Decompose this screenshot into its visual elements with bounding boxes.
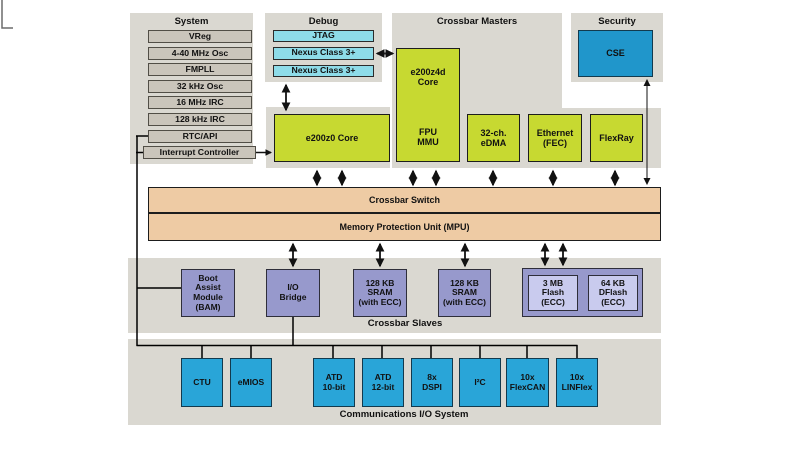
block-fmpll: FMPLL <box>148 63 252 76</box>
security-panel-label: Security <box>598 16 636 27</box>
block-ethernet-fec: Ethernet (FEC) <box>528 114 582 162</box>
block-osc-32khz: 32 kHz Osc <box>148 80 252 93</box>
block-cse: CSE <box>578 30 653 77</box>
crossbar-masters-label: Crossbar Masters <box>436 16 518 27</box>
block-interrupt-controller: Interrupt Controller <box>143 146 256 159</box>
crossbar-switch-bar: Crossbar Switch <box>148 187 661 213</box>
block-irc-16mhz: 16 MHz IRC <box>148 96 252 109</box>
fpu-mmu-label: FPU MMU <box>417 126 439 147</box>
block-edma: 32-ch. eDMA <box>467 114 520 162</box>
crossbar-slaves-label: Crossbar Slaves <box>367 318 443 329</box>
block-linflex: 10x LINFlex <box>556 358 598 407</box>
block-atd-12bit: ATD 12-bit <box>362 358 404 407</box>
block-vreg: VReg <box>148 30 252 43</box>
block-jtag: JTAG <box>273 30 374 42</box>
block-flash-3mb: 3 MB Flash (ECC) <box>528 275 578 311</box>
block-flexcan: 10x FlexCAN <box>506 358 549 407</box>
corner-crop-mark <box>1 0 13 29</box>
block-atd-10bit: ATD 10-bit <box>313 358 355 407</box>
block-flexray: FlexRay <box>590 114 643 162</box>
block-nexus-2: Nexus Class 3+ <box>273 64 374 77</box>
comms-system-label: Communications I/O System <box>339 409 469 420</box>
block-bam: Boot Assist Module (BAM) <box>181 269 235 317</box>
block-sram-1: 128 KB SRAM (with ECC) <box>353 269 407 317</box>
block-osc-4-40mhz: 4-40 MHz Osc <box>148 47 252 60</box>
block-irc-128khz: 128 kHz IRC <box>148 113 252 126</box>
block-dflash-64kb: 64 KB DFlash (ECC) <box>588 275 638 311</box>
mpu-bar: Memory Protection Unit (MPU) <box>148 213 661 241</box>
block-e200z0-core: e200z0 Core <box>274 114 390 162</box>
debug-panel-label: Debug <box>308 16 339 27</box>
block-sram-2: 128 KB SRAM (with ECC) <box>438 269 491 317</box>
block-e200z4d-core: e200z4d Core FPU MMU <box>396 48 460 162</box>
block-nexus-1: Nexus Class 3+ <box>273 47 374 60</box>
e200z4d-core-label: e200z4d Core <box>410 67 446 88</box>
block-dspi: 8x DSPI <box>411 358 453 407</box>
block-ctu: CTU <box>181 358 223 407</box>
system-panel-label: System <box>174 16 209 27</box>
block-rtc-api: RTC/API <box>148 130 252 143</box>
block-i2c: I²C <box>459 358 501 407</box>
block-io-bridge: I/O Bridge <box>266 269 320 317</box>
block-emios: eMIOS <box>230 358 272 407</box>
